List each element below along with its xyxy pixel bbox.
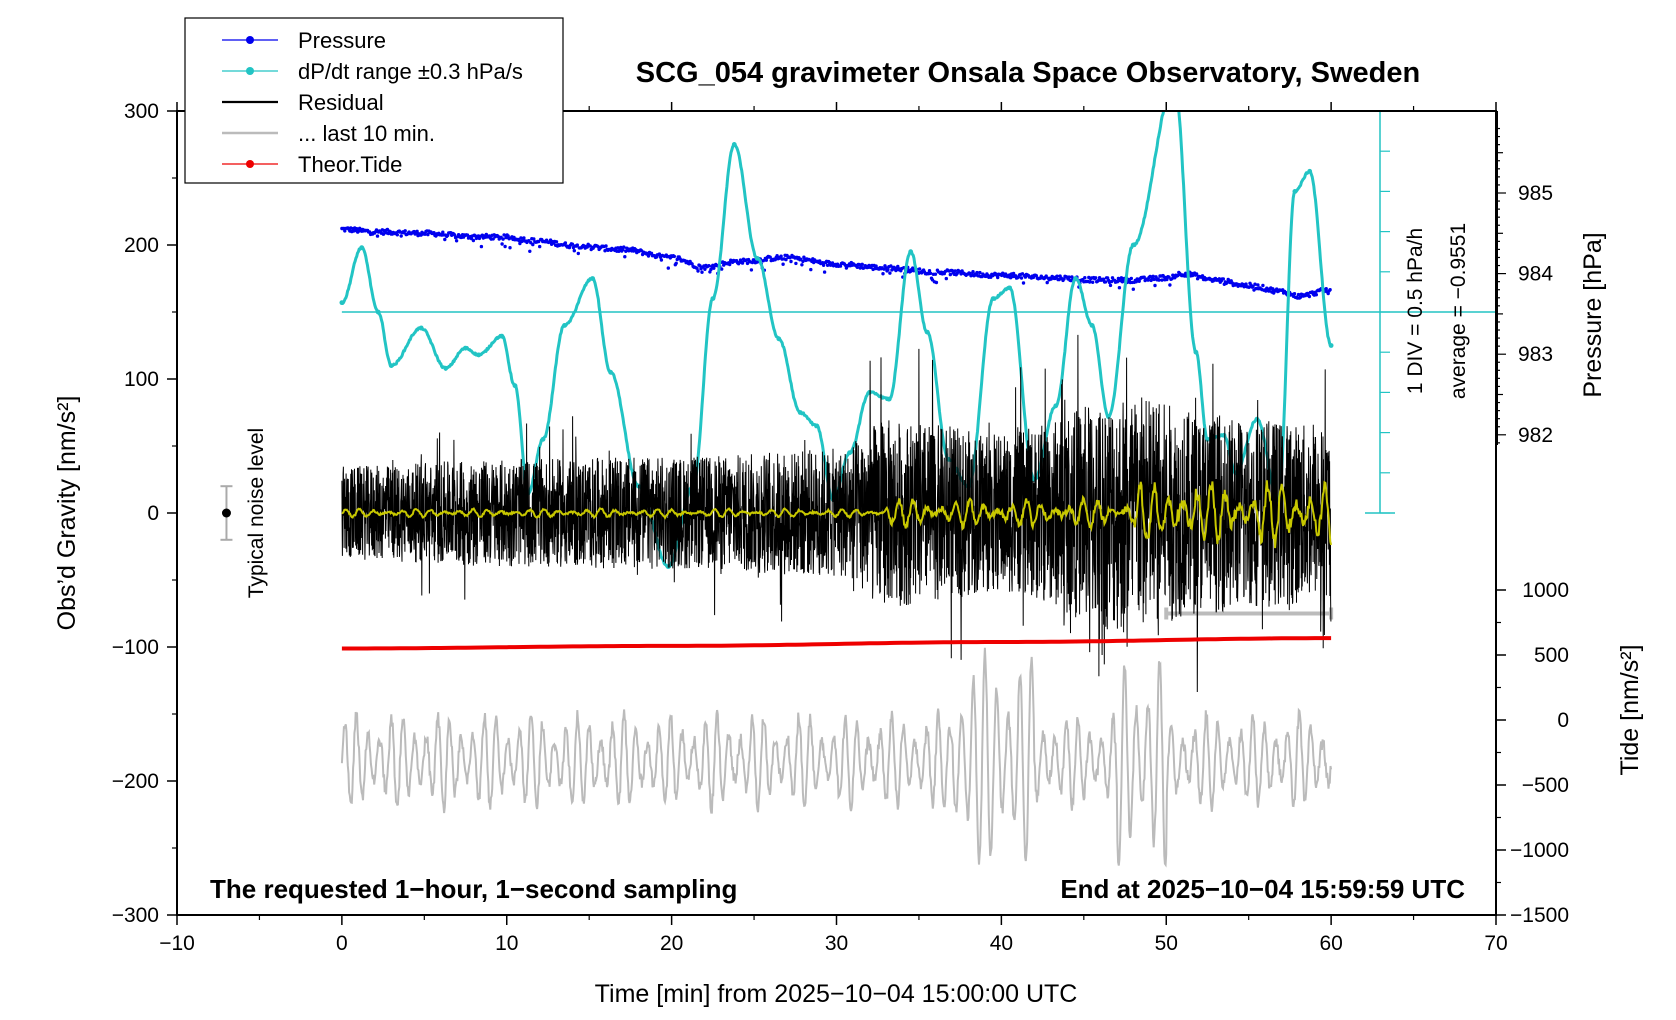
dpdt-point [1221,432,1227,438]
noise-center-dot [221,508,231,518]
pressure-tick-label: 985 [1518,182,1553,205]
dpdt-point [339,300,345,306]
x-tick-label: 0 [336,932,348,955]
legend-marker-tide [246,160,254,168]
dpdt-point [847,450,853,456]
tide-tick-label: −500 [1522,774,1569,797]
dpdt-point [1307,168,1313,174]
dpdt-point [1205,436,1210,442]
filtered-residual-series [341,480,1333,549]
pressure-tick-label: 982 [1518,424,1553,447]
x-tick-label: 40 [990,932,1013,955]
x-tick-label: 30 [825,932,848,955]
dpdt-point [388,363,394,368]
x-tick-label: 50 [1155,932,1178,955]
legend-label-last10: ... last 10 min. [298,121,435,146]
x-axis-label: Time [min] from 2025−10−04 15:00:00 UTC [595,980,1078,1008]
dpdt-point [418,325,424,331]
y-tick-label: 200 [124,234,159,257]
residual-series [341,334,1332,693]
div-label: 1 DIV = 0.5 hPa/h [1404,228,1427,394]
y-tick-label: −100 [112,636,159,659]
legend-label-tide: Theor.Tide [298,152,402,177]
y-axis-tide-label: Tide [nm/s²] [1616,644,1644,775]
dpdt-point [731,142,737,147]
y-tick-label: −300 [112,904,159,927]
footer-left: The requested 1−hour, 1−second sampling [210,874,737,904]
dpdt-point [908,249,914,255]
dpdt-point [867,390,872,395]
tide-tick-label: 500 [1534,644,1569,667]
average-label: average = −0.9551 [1447,223,1470,399]
x-tick-label: −10 [159,932,195,955]
dpdt-point [1254,416,1260,422]
dpdt-point [1106,414,1111,419]
dpdt-point [1073,276,1078,281]
dpdt-point [540,436,546,442]
y-tick-label: 300 [124,100,159,123]
dpdt-point [590,276,595,281]
dpdt-point [924,329,930,335]
dpdt-point [608,369,614,375]
dpdt-point [814,423,820,429]
dpdt-point [1292,189,1298,194]
dpdt-point [375,309,381,315]
dpdt-point [1053,403,1059,409]
x-tick-label: 70 [1484,932,1507,955]
noise-level-label: Typical noise level [245,428,268,598]
y-tick-label: 100 [124,368,159,391]
tide-series [341,636,1332,651]
dpdt-point [562,323,567,328]
dpdt-point [499,333,505,339]
dpdt-point [710,296,716,301]
last10-series [340,647,1333,868]
dpdt-point [1007,285,1013,291]
dpdt-point [797,410,803,415]
dpdt-point [512,383,518,389]
x-tick-label: 10 [495,932,518,955]
dpdt-point [476,352,482,358]
legend-marker-pressure [246,36,254,44]
dpdt-point [1193,349,1199,355]
dpdt-point [1130,242,1136,248]
tide-tick-label: 1000 [1522,579,1569,602]
tide-tick-label: −1000 [1510,839,1569,862]
legend-label-residual: Residual [298,90,384,115]
chart-title: SCG_054 gravimeter Onsala Space Observat… [636,57,1420,89]
pressure-series [340,226,1332,300]
y-axis-pressure-label: Pressure [hPa] [1579,232,1607,397]
x-tick-label: 60 [1319,932,1342,955]
legend: Pressure dP/dt range ±0.3 hPa/s Residual..… [184,17,564,184]
dpdt-point [990,296,996,301]
y-axis-left-label: Obs’d Gravity [nm/s²] [53,396,81,631]
dpdt-point [359,245,365,251]
footer-right: End at 2025−10−04 15:59:59 UTC [1060,874,1465,904]
dpdt-point [463,345,468,351]
dpdt-point [443,365,449,371]
x-tick-label: 20 [660,932,683,955]
pressure-tick-label: 984 [1518,263,1553,286]
dpdt-point [1089,323,1095,328]
pressure-tick-label: 983 [1518,343,1553,366]
tide-tick-label: 0 [1557,709,1569,732]
tide-tick-label: −1500 [1510,904,1569,927]
dpdt-point [886,396,892,402]
dpdt-point [776,336,782,342]
legend-label-pressure: Pressure [298,28,386,53]
y-tick-label: 0 [147,502,159,525]
y-tick-label: −200 [112,770,159,793]
dpdt-point [1328,343,1334,348]
legend-marker-dpdt [246,67,254,75]
dpdt-point [754,256,760,261]
legend-label-dpdt: dP/dt range ±0.3 hPa/s [298,59,523,84]
